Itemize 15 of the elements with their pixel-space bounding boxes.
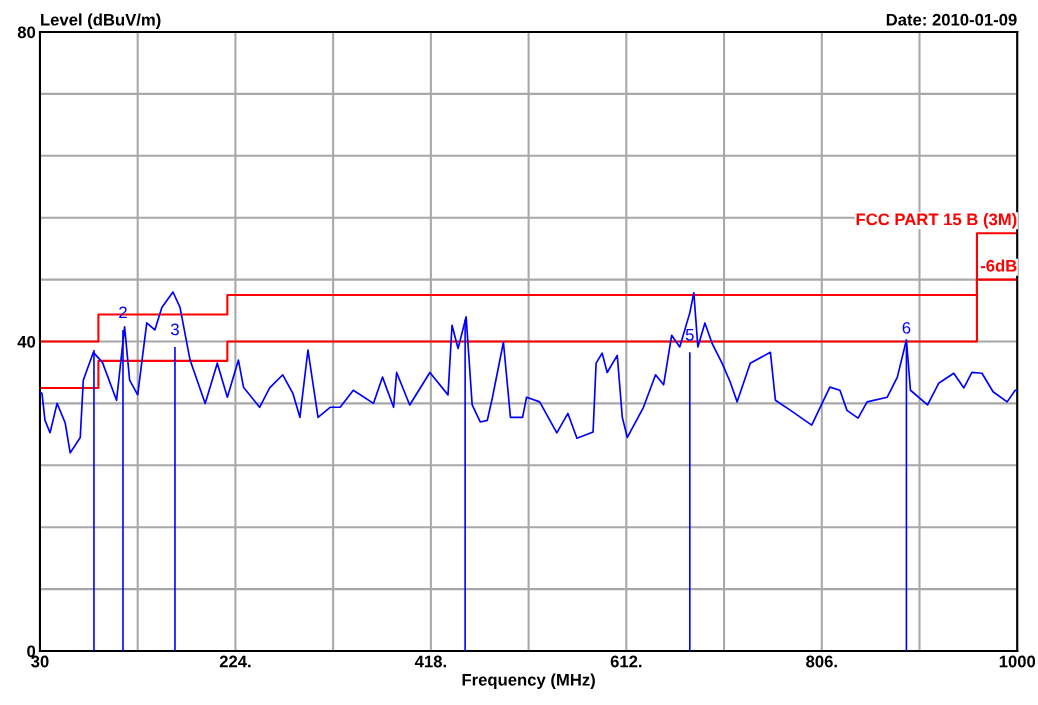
x-tick-label: 224. <box>219 655 251 668</box>
series-label: -6dB <box>980 259 1017 272</box>
series-label: FCC PART 15 B (3M) <box>856 213 1017 229</box>
text: Date: 2010-01-09 <box>886 13 1017 26</box>
annotation: 5 <box>685 329 694 341</box>
y-tick-label: 40 <box>17 335 36 348</box>
x-tick-label: 612. <box>610 655 642 668</box>
y-tick-label: 80 <box>17 26 36 39</box>
annotation: 6 <box>902 321 911 334</box>
x-tick-label: 806. <box>806 655 837 668</box>
x-axis-title: Frequency (MHz) <box>462 673 595 690</box>
x-tick-label: 1000 <box>999 655 1036 668</box>
x-tick-label: 418. <box>414 655 446 668</box>
annotation: 3 <box>170 323 179 336</box>
y-axis-title: Level (dBuV/m) <box>41 13 161 29</box>
